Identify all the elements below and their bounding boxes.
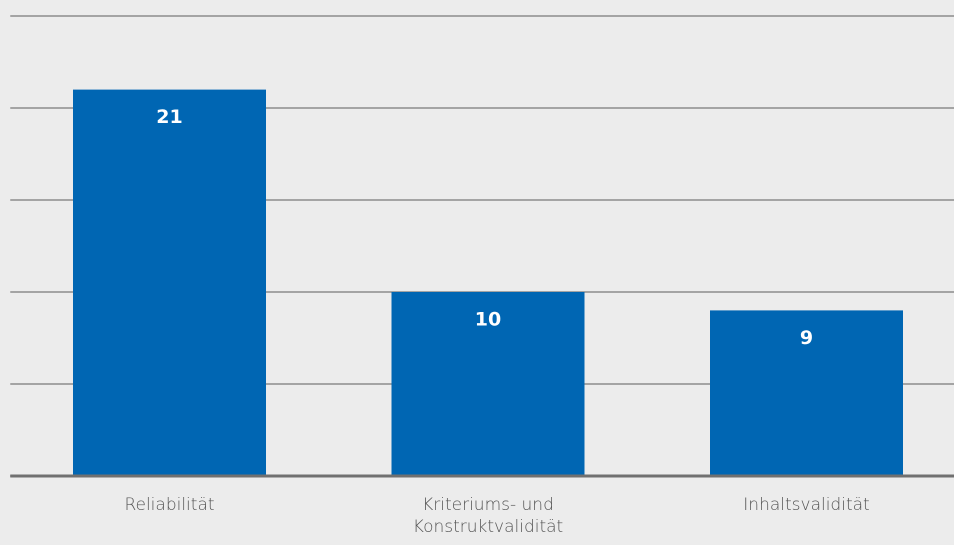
value-label: 9 (800, 327, 813, 349)
value-label: 10 (475, 309, 501, 331)
bar (391, 292, 585, 476)
bar (710, 310, 903, 476)
x-tick-label: Reliabilität (124, 495, 215, 515)
value-label: 21 (156, 106, 182, 128)
x-tick-label: Inhaltsvalidität (743, 495, 870, 515)
x-tick-label: Kriteriums- und Konstruktvalidität (412, 495, 564, 537)
bar (73, 89, 266, 476)
